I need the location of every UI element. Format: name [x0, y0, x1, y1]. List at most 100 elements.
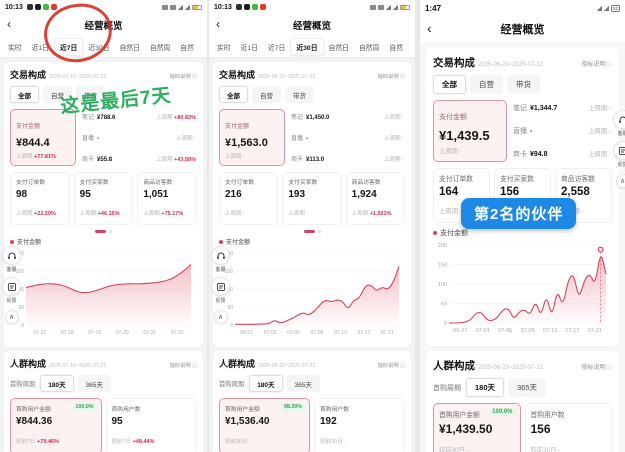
chip-self[interactable]: 自营 [252, 86, 281, 103]
nav-bar: ‹ 经营概览 [0, 14, 207, 36]
svg-text:06-27: 06-27 [453, 328, 467, 334]
chip-self[interactable]: 自营 [43, 86, 72, 103]
breakdown-row: 商卡 ¥55.8 上周期 +43.58% [82, 157, 196, 163]
feedback-button[interactable] [211, 277, 230, 296]
back-icon[interactable]: ‹ [427, 20, 432, 36]
app-icon [50, 4, 57, 10]
date-range: 2025-06-23~2025-07-22 [478, 62, 543, 68]
svg-text:07-22: 07-22 [171, 330, 184, 336]
metric-info-link[interactable]: 指标说明 ⓘ [581, 364, 612, 372]
app-icon [235, 4, 242, 10]
back-icon[interactable]: ‹ [216, 17, 220, 31]
chip-180d[interactable]: 180天 [249, 375, 283, 392]
svg-text:200: 200 [438, 243, 447, 249]
first-purchase-amount-card[interactable]: 98.30% 首购用户金额 ¥1,536.40 较前30日 - [219, 398, 310, 452]
volte-icon [378, 4, 384, 10]
carousel-dots[interactable] [219, 230, 405, 233]
order-count-card[interactable]: 支付订单数 98 上周期 +22.50% [10, 172, 70, 225]
customer-service-button[interactable] [613, 110, 625, 129]
first-purchase-users-card[interactable]: 首购用户数 192 较前30日 - [314, 398, 405, 452]
first-purchase-amount-card[interactable]: 100.0% 首购用户金额 ¥844.36 较前7日 +79.46% [10, 398, 102, 452]
payment-trend-chart: 05010015020006-2707-0107-0507-0907-1307-… [225, 251, 400, 336]
metric-info-link[interactable]: 指标说明 ⓘ [169, 74, 197, 80]
chip-365d[interactable]: 365天 [77, 375, 111, 392]
payment-amount-card[interactable]: 支付金额 ¥1,439.5 上周期 - [433, 100, 507, 162]
chip-365d[interactable]: 365天 [508, 378, 547, 397]
chip-affiliate[interactable]: 带货 [76, 86, 105, 103]
svg-text:07-21: 07-21 [143, 330, 156, 336]
tab-natural-day[interactable]: 自然日 [328, 44, 349, 52]
section-title: 人群构成 [433, 360, 475, 372]
headset-icon [216, 252, 225, 259]
first-purchase-period-label: 首购周期 [433, 384, 461, 392]
metric-info-link[interactable]: 指标说明 ⓘ [377, 74, 405, 80]
payment-amount-value: ¥1,439.5 [439, 128, 490, 143]
tab-natural-month[interactable]: 自然 [180, 44, 194, 52]
volte-icon [170, 4, 176, 10]
svg-text:07-09: 07-09 [520, 328, 534, 334]
page-title: 经营概览 [84, 21, 123, 32]
first-purchase-users-card[interactable]: 首购用户数 156 较前30日 - [524, 403, 612, 452]
back-icon[interactable]: ‹ [7, 17, 11, 31]
first-purchase-users-card[interactable]: 首购用户数 95 较前7日 +48.44% [105, 398, 197, 452]
breakdown-row: 商卡 ¥94.8 上周期 - [513, 151, 611, 158]
buyer-count-card[interactable]: 支付买家数 193 上周期 - [282, 172, 342, 225]
collapse-button[interactable]: ∧ [4, 310, 19, 324]
visitor-count-card[interactable]: 商品访客数 1,924 上周期 +1,923% [345, 172, 405, 225]
buyer-count-card[interactable]: 支付买家数 95 上周期 +46.15% [73, 172, 134, 225]
breakdown-row: 笔记 ¥1,344.7 上周期 - [513, 105, 611, 112]
chip-affiliate[interactable]: 带货 [285, 86, 314, 103]
section-title: 交易构成 [219, 70, 256, 80]
status-time: 10:13 [214, 3, 232, 11]
feedback-button[interactable] [2, 277, 21, 296]
tab-natural-week[interactable]: 自然周 [149, 44, 171, 52]
crowd-composition-card: 人群构成 2025-06-23~2025-07-22 指标说明 ⓘ 首购周期 18… [213, 351, 411, 452]
carousel-dots[interactable] [10, 230, 197, 233]
chip-365d[interactable]: 365天 [286, 375, 320, 392]
order-count-card[interactable]: 支付订单数 216 上周期 - [219, 172, 279, 225]
chip-self[interactable]: 自营 [470, 75, 503, 94]
tab-7day[interactable]: 近7日 [53, 37, 84, 56]
collapse-button[interactable]: ∧ [213, 310, 228, 324]
tab-1day[interactable]: 近1日 [240, 44, 258, 52]
tab-realtime[interactable]: 实时 [8, 44, 22, 52]
feedback-button[interactable] [613, 141, 625, 160]
svg-text:07-21: 07-21 [588, 328, 602, 334]
status-bar: 1:47 52 [420, 0, 625, 16]
app-icon [34, 4, 41, 10]
visitor-count-card[interactable]: 商品访客数 1,051 上周期 +75.17% [137, 172, 198, 225]
chip-180d[interactable]: 180天 [466, 378, 505, 397]
tab-natural-week[interactable]: 自然周 [358, 44, 380, 52]
metric-info-link[interactable]: 指标说明 ⓘ [169, 363, 197, 369]
legend-dot-icon [10, 239, 14, 244]
chip-all[interactable]: 全部 [219, 86, 248, 103]
tab-30day[interactable]: 近30日 [290, 37, 324, 56]
nav-bar: ‹ 经营概览 [209, 14, 415, 36]
metric-info-link[interactable]: 指标说明 ⓘ [581, 61, 612, 69]
tab-7day[interactable]: 近7日 [267, 44, 286, 52]
trade-composition-card: 交易构成 2025-06-23~2025-07-22 指标说明 ⓘ 全部 自营 带… [213, 62, 411, 347]
tab-natural-day[interactable]: 自然日 [119, 44, 140, 52]
tab-realtime[interactable]: 实时 [217, 44, 231, 52]
customer-service-button[interactable] [2, 246, 21, 265]
chip-180d[interactable]: 180天 [40, 375, 74, 392]
tab-natural-month[interactable]: 自然 [389, 44, 403, 52]
chip-all[interactable]: 全部 [433, 75, 466, 94]
battery-icon: 52 [610, 4, 620, 12]
svg-text:06-27: 06-27 [240, 330, 253, 336]
payment-breakdown: 笔记 ¥1,344.7 上周期 - 直播 - 上周期 - 商卡 ¥94.8 上周期 - [512, 100, 612, 162]
chip-affiliate[interactable]: 带货 [507, 75, 540, 94]
payment-amount-card[interactable]: 支付金额 ¥844.4 上周期 +77.81% [10, 109, 76, 166]
app-icon [26, 4, 33, 10]
svg-text:07-05: 07-05 [287, 330, 300, 336]
customer-service-button[interactable] [211, 246, 230, 265]
payment-amount-card[interactable]: 支付金额 ¥1,563.0 上周期 - [219, 109, 285, 166]
breakdown-row: 直播 - 上周期 - [513, 128, 611, 135]
first-purchase-amount-card[interactable]: 100.0% 首购用户金额 ¥1,439.50 较前30日 - [433, 403, 521, 452]
collapse-button[interactable]: ∧ [615, 174, 625, 188]
battery-icon [192, 4, 202, 10]
tab-30day[interactable]: 近30日 [88, 44, 110, 52]
metric-info-link[interactable]: 指标说明 ⓘ [377, 363, 405, 369]
chip-all[interactable]: 全部 [10, 86, 39, 103]
tab-1day[interactable]: 近1日 [31, 44, 49, 52]
